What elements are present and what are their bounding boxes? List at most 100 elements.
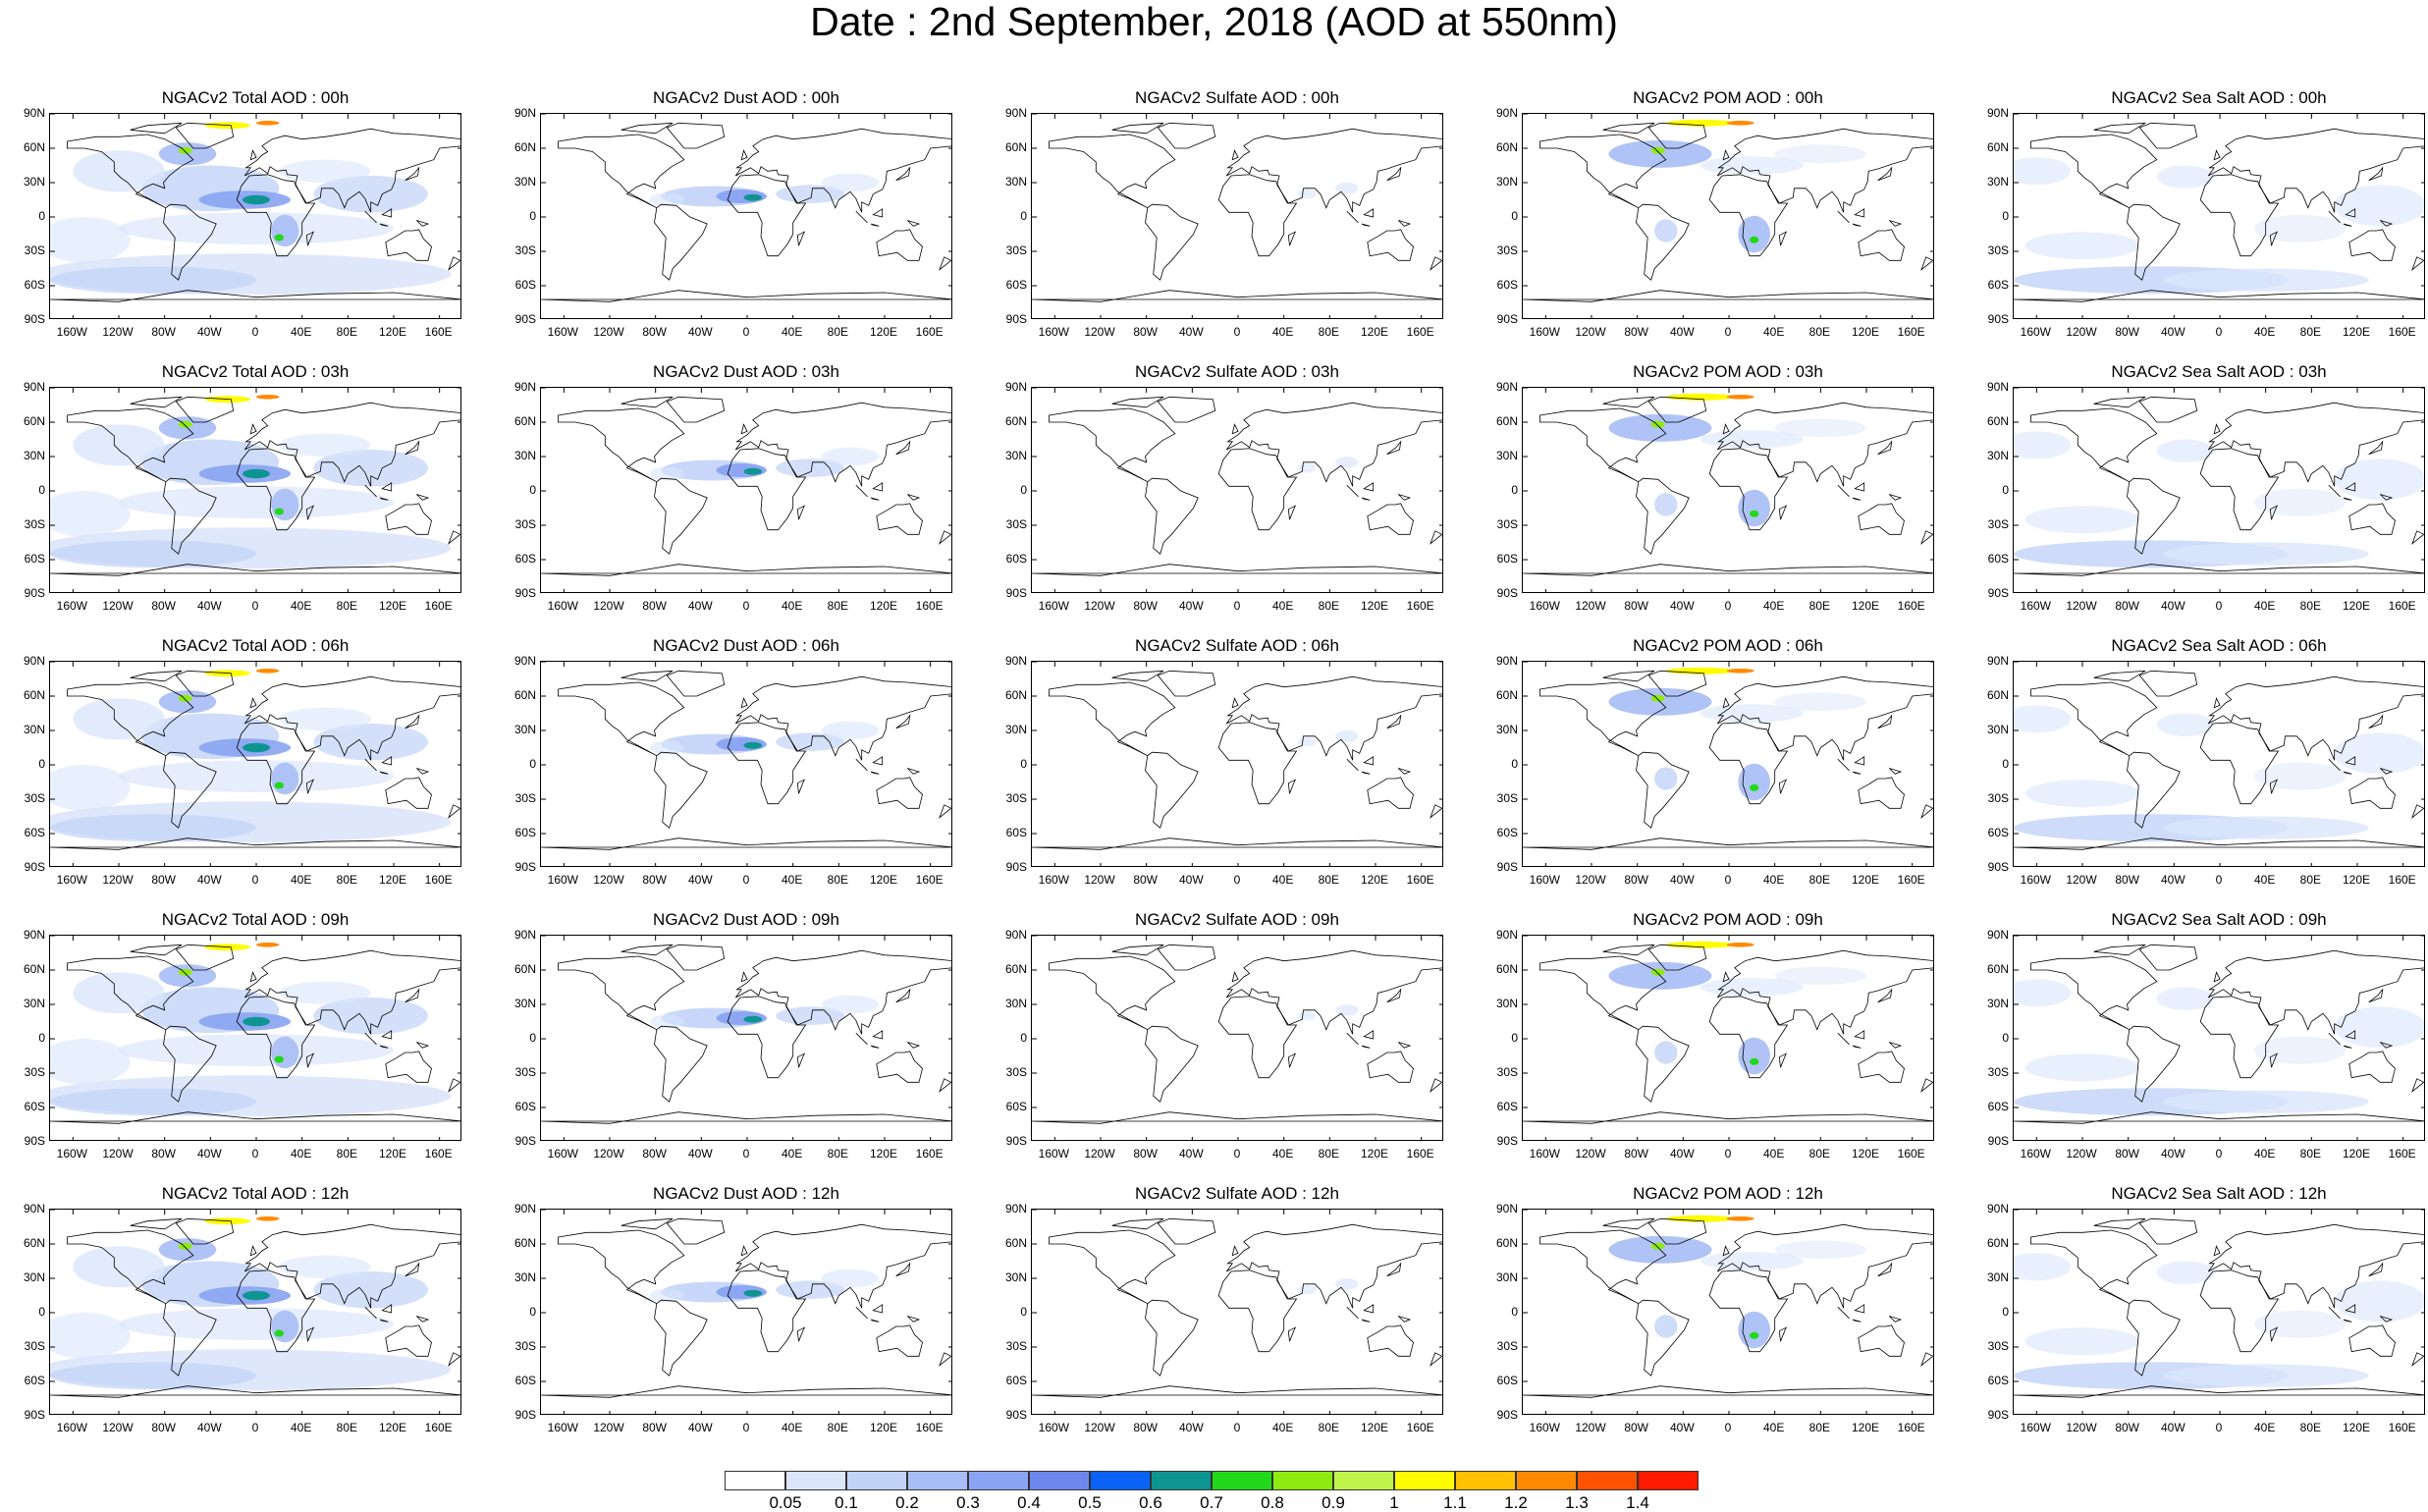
longitude-label: 160W (1038, 599, 1069, 613)
coastline (1877, 440, 1893, 456)
coastline (1636, 1299, 1690, 1377)
aod-plume (2334, 459, 2424, 501)
coastline (2093, 944, 2146, 956)
longitude-label: 40W (2160, 325, 2185, 339)
latitude-label: 60N (513, 962, 536, 976)
latitude-label: 60N (1004, 962, 1027, 976)
coastline (727, 174, 807, 257)
map-panel-seasalt: NGACv2 Sea Salt AOD : 00h 90N 60N 30N 0 30S 60… (1964, 88, 2425, 346)
aod-plume (821, 173, 880, 192)
aod-plume (50, 1362, 256, 1390)
coastline (2213, 149, 2221, 161)
coastline (734, 949, 951, 1035)
latitude-label: 0 (2002, 1305, 2009, 1319)
longitude-label: 120E (378, 1421, 407, 1434)
longitude-label: 160E (1897, 325, 1925, 339)
latitude-label: 60N (1495, 1236, 1518, 1250)
coastline (1636, 1025, 1690, 1103)
coastline (448, 530, 460, 545)
longitude-label: 40E (1762, 1421, 1785, 1434)
latitude-label: 0 (529, 1305, 536, 1319)
latitude-label: 90N (513, 1202, 536, 1215)
longitude-label: 160E (2388, 873, 2416, 887)
longitude-label: 40E (781, 599, 803, 613)
latitude-label: 30N (23, 175, 45, 189)
coastline (249, 1245, 257, 1257)
coastline (2014, 1111, 2424, 1124)
aod-plume (256, 669, 280, 674)
latitude-label: 0 (529, 209, 536, 223)
coastline (2138, 670, 2198, 697)
panel-title: NGACv2 Total AOD : 09h (161, 910, 350, 929)
latitude-label: 60N (23, 140, 45, 154)
coastline (907, 1316, 921, 1323)
longitude-label: 120W (593, 1147, 624, 1161)
aod-plume (1774, 418, 1866, 438)
coastline (2411, 1078, 2424, 1093)
longitude-label: 160E (2388, 325, 2416, 339)
latitude-label: 90S (1005, 586, 1027, 600)
latitude-label: 60S (1496, 826, 1518, 839)
aod-plume (119, 486, 394, 518)
map-panel-dust: NGACv2 Dust AOD : 09h 90N 60N 30N 0 30S 60S 90S… (491, 910, 952, 1167)
coastline (727, 996, 807, 1079)
longitude-label: 160E (1406, 1421, 1434, 1434)
world-map (1522, 113, 1934, 319)
coastline (1398, 1042, 1412, 1049)
longitude-label: 120W (593, 1421, 624, 1434)
map-panel-seasalt: NGACv2 Sea Salt AOD : 12h 90N 60N 30N 0 30S 60… (1964, 1184, 2425, 1441)
longitude-label: 160E (1897, 873, 1925, 887)
longitude-label: 120E (1851, 325, 1880, 339)
aod-plume (2254, 1310, 2347, 1338)
longitude-label: 160E (424, 1421, 453, 1434)
longitude-label: 40E (290, 1147, 312, 1161)
longitude-label: 120E (1851, 1421, 1880, 1434)
latitude-label: 0 (529, 483, 536, 497)
world-map (1031, 661, 1443, 867)
world-map (1031, 1209, 1443, 1415)
longitude-label: 160W (56, 325, 87, 339)
colorbar (725, 1471, 1699, 1490)
coastline (1716, 675, 1933, 761)
aod-plume (1726, 121, 1754, 126)
coastline (2411, 530, 2424, 545)
latitude-label: 60S (514, 552, 536, 566)
latitude-label: 60S (514, 1374, 536, 1387)
latitude-label: 30N (1495, 723, 1518, 736)
latitude-label: 90S (1496, 1408, 1518, 1422)
latitude-label: 90N (1495, 1202, 1518, 1215)
aod-plume (73, 424, 165, 466)
coastline (2269, 779, 2279, 794)
latitude-label: 90S (1987, 1408, 2009, 1422)
longitude-label: 80E (827, 1421, 848, 1434)
map-panel-dust: NGACv2 Dust AOD : 03h 90N 60N 30N 0 30S 60S 90S… (491, 362, 952, 620)
latitude-label: 60N (1495, 414, 1518, 428)
longitude-label: 40W (687, 1147, 713, 1161)
longitude-label: 120E (1360, 873, 1389, 887)
longitude-label: 80E (827, 873, 848, 887)
longitude-label: 40E (781, 325, 803, 339)
coastline (939, 804, 951, 819)
panel-title: NGACv2 POM AOD : 06h (1633, 636, 1823, 655)
longitude-label: 120W (2066, 1147, 2097, 1161)
longitude-label: 40E (290, 599, 312, 613)
coastline (379, 1045, 389, 1049)
map-panel-sulfate: NGACv2 Sulfate AOD : 03h 90N 60N 30N 0 30S 60S… (982, 362, 1443, 620)
aod-plume (649, 192, 684, 207)
map-panel-pom: NGACv2 POM AOD : 09h 90N 60N 30N 0 30S 60S 90S 1… (1473, 910, 1934, 1167)
coastline (385, 229, 432, 261)
coastline (381, 1304, 393, 1314)
latitude-label: 30S (1987, 1065, 2009, 1079)
longitude-label: 120W (1575, 873, 1606, 887)
longitude-label: 40E (1271, 325, 1294, 339)
coastline (1361, 1319, 1371, 1323)
latitude-label: 30N (1986, 723, 2009, 736)
aod-plume (1650, 1242, 1665, 1250)
latitude-label: 60N (1986, 414, 2009, 428)
longitude-label: 80W (151, 1421, 176, 1434)
aod-plume (1774, 1240, 1866, 1260)
longitude-label: 0 (2215, 1421, 2223, 1434)
aod-plume (821, 995, 880, 1014)
longitude-label: 40E (1271, 1147, 1294, 1161)
coastline (305, 779, 315, 794)
